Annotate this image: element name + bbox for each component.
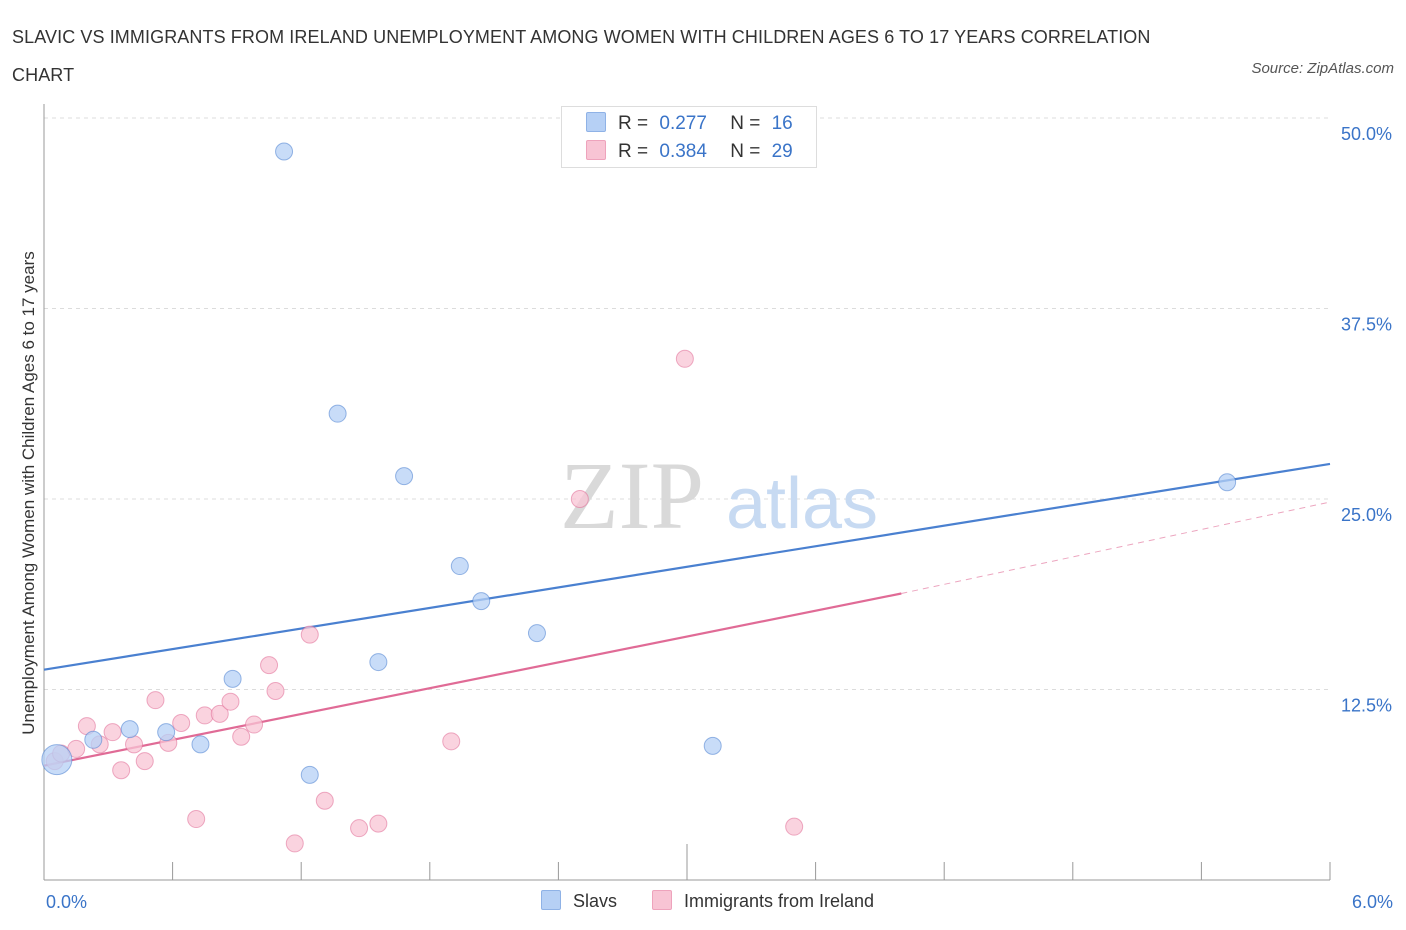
watermark-atlas: atlas [726,464,878,544]
point-ireland [570,490,589,508]
point-slavs [369,653,388,672]
point-slavs [1218,473,1237,492]
trend-line-extension [901,501,1331,594]
legend-row-ireland: R = 0.384 N = 29 [586,140,793,164]
y-tick-label: 25.0% [1341,505,1392,525]
point-ireland [210,704,229,723]
point-ireland [785,817,804,836]
point-ireland [300,625,319,644]
point-slavs [703,736,722,755]
point-ireland [103,723,122,742]
point-ireland [146,691,165,710]
legend-row-slavs: R = 0.277 N = 16 [586,112,793,136]
chart-title: SLAVIC VS IMMIGRANTS FROM IRELAND UNEMPL… [12,27,1151,85]
point-ireland [260,656,279,675]
legend-n-value: 29 [771,141,793,162]
y-tick-label: 50.0% [1341,124,1392,144]
point-slavs [527,624,546,643]
legend-swatch-ireland [586,140,606,160]
point-slavs [395,467,414,486]
legend-r-label: R = [618,141,649,162]
point-slavs [223,669,242,688]
point-ireland [315,791,334,810]
point-ireland [442,732,461,751]
point-ireland [112,761,131,780]
point-ireland [285,834,304,853]
legend-r-value: 0.384 [659,141,707,162]
bottom-legend-label-ireland: Immigrants from Ireland [684,891,875,911]
legend-n-label: N = [730,113,761,134]
point-ireland [675,349,694,368]
y-tick-label: 37.5% [1341,315,1392,335]
legend-n-label: N = [730,141,761,162]
y-tick-label: 12.5% [1341,696,1392,716]
point-ireland [245,715,264,734]
legend-r-value: 0.277 [659,113,707,134]
point-ireland [232,727,251,746]
trend-line-slavs [43,462,1331,671]
point-ireland [369,814,388,833]
point-ireland [266,682,285,701]
bottom-legend-swatch-slavs [541,890,561,910]
point-slavs [450,557,469,576]
source-label: Source: ZipAtlas.com [1251,60,1394,77]
legend-r-label: R = [618,113,649,134]
point-slavs [300,765,319,784]
point-ireland [221,692,240,711]
point-ireland [125,735,144,754]
point-slavs [275,142,294,161]
point-ireland [172,714,191,733]
point-slavs [84,730,103,749]
point-slavs [191,735,210,754]
point-slavs [472,592,491,611]
legend-n-value: 16 [771,113,793,134]
point-ireland [195,706,214,725]
correlation-legend: R = 0.277 N = 16 R = 0.384 N = 29 [561,106,817,168]
bottom-legend-swatch-ireland [652,890,672,910]
grid-lines [44,117,1330,690]
point-slavs [328,404,347,423]
point-ireland [135,752,154,771]
point-slavs [157,723,176,742]
data-points [41,142,1237,853]
axes [43,104,1331,881]
watermark: ZIP atlas [560,442,878,549]
tick-labels: 12.5% 25.0% 37.5% 50.0% 0.0% 6.0% [46,124,1393,912]
x-tick-label: 6.0% [1352,892,1393,912]
point-ireland [350,819,369,838]
trend-line-ireland [43,592,902,767]
trend-lines [43,462,1331,767]
bottom-legend-slavs: Slavs [541,890,617,912]
point-ireland [187,810,206,829]
bottom-legend-ireland: Immigrants from Ireland [652,890,874,912]
point-slavs [41,744,73,776]
x-tick-label: 0.0% [46,892,87,912]
y-axis-label: Unemployment Among Women with Children A… [19,251,38,735]
legend-swatch-slavs [586,112,606,132]
point-slavs [120,720,139,739]
bottom-legend-label-slavs: Slavs [573,891,618,911]
